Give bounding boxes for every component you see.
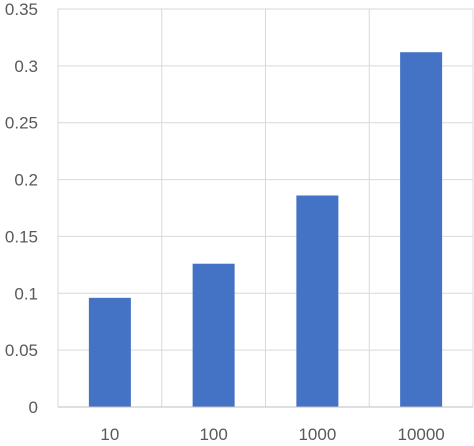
x-tick-label: 10000 [397,425,444,441]
y-axis-ticks: 0 0.05 0.1 0.15 0.2 0.25 0.3 0.35 [5,0,38,417]
gridlines [57,8,474,407]
y-tick-label: 0 [29,398,38,417]
y-tick-label: 0.2 [14,171,38,190]
y-tick-label: 0.35 [5,0,38,19]
y-tick-label: 0.05 [5,341,38,360]
x-tick-label: 100 [199,425,227,441]
y-tick-label: 0.3 [14,57,38,76]
bar-100 [192,263,235,407]
y-tick-label: 0.15 [5,227,38,246]
bar-1000 [296,195,339,407]
y-tick-label: 0.25 [5,114,38,133]
x-axis-ticks: 10 100 1000 10000 [100,425,444,444]
bar-10000 [400,52,443,408]
y-tick-label: 0.1 [14,284,38,303]
bar-10 [88,297,131,407]
x-tick-label: 1000 [298,425,336,441]
bars [88,52,443,408]
x-tick-label: 10 [100,425,119,441]
